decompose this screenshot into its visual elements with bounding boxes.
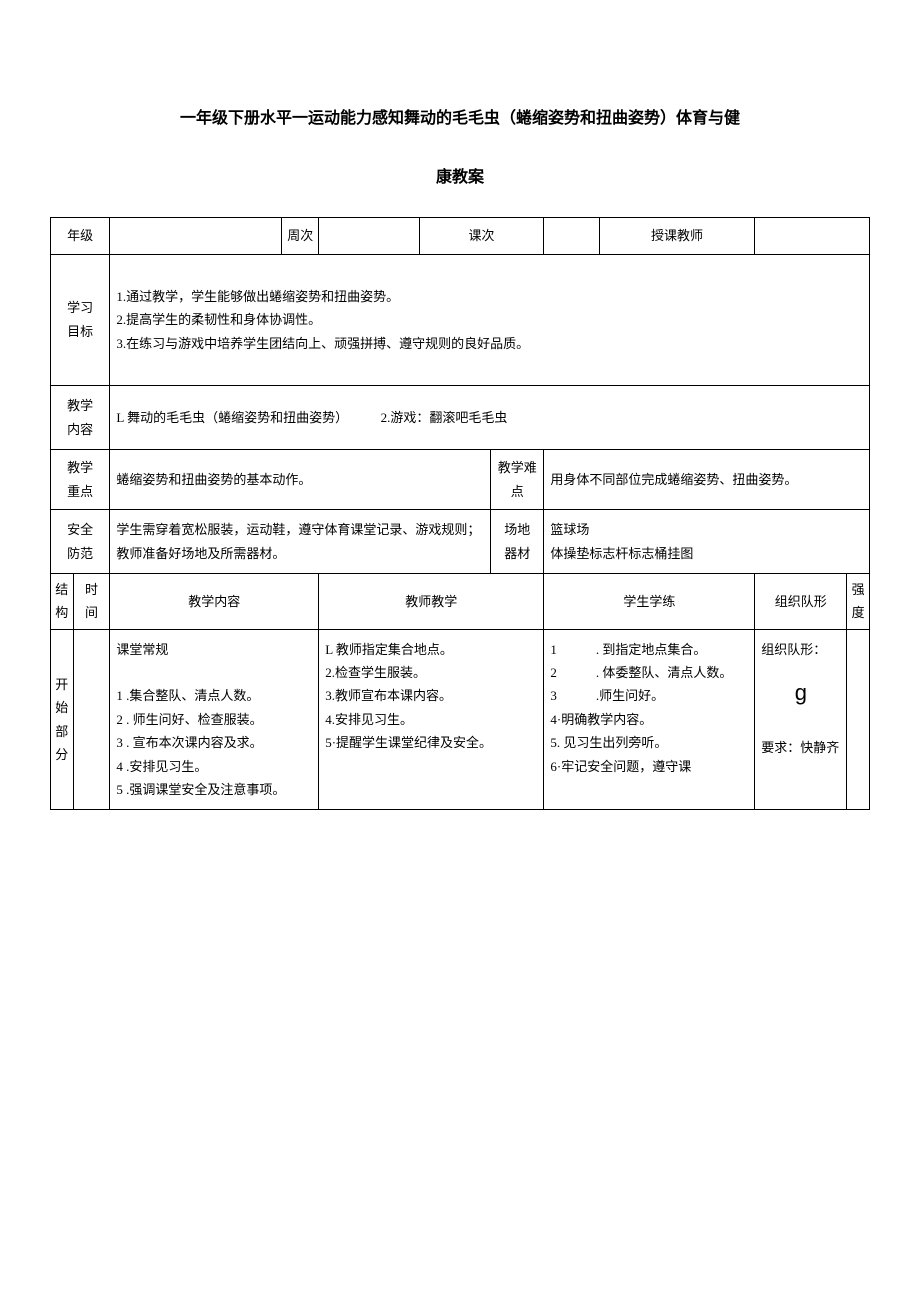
- teacher-label: 授课教师: [599, 218, 755, 254]
- safety-row: 安全 防范 学生需穿着宽松服装，运动鞋，遵守体育课堂记录、游戏规则；教师准备好场…: [51, 510, 870, 574]
- session-label: 课次: [419, 218, 544, 254]
- start-label: 开始部分: [51, 629, 74, 810]
- week-value: [319, 218, 419, 254]
- venue-label: 场地 器材: [491, 510, 544, 574]
- student-header: 学生学练: [544, 573, 755, 629]
- safety-text: 学生需穿着宽松服装，运动鞋，遵守体育课堂记录、游戏规则；教师准备好场地及所需器材…: [110, 510, 491, 574]
- objectives-row: 学习 目标 1.通过教学，学生能够做出蜷缩姿势和扭曲姿势。 2.提高学生的柔韧性…: [51, 254, 870, 385]
- grade-label: 年级: [51, 218, 110, 254]
- venue-text: 篮球场 体操垫标志杆标志桶挂图: [544, 510, 870, 574]
- teacher-value: [755, 218, 870, 254]
- keypoint-label: 教学 重点: [51, 450, 110, 510]
- start-section-row: 开始部分 课堂常规 1 .集合整队、清点人数。 2 . 师生问好、检查服装。 3…: [51, 629, 870, 810]
- difficulty-label: 教学难 点: [491, 450, 544, 510]
- sub-header-row: 结 构 时 间 教学内容 教师教学 学生学练 组织队形 强 度: [51, 573, 870, 629]
- start-intensity: [847, 629, 870, 810]
- week-label: 周次: [282, 218, 319, 254]
- objectives-content: 1.通过教学，学生能够做出蜷缩姿势和扭曲姿势。 2.提高学生的柔韧性和身体协调性…: [110, 254, 870, 385]
- formation-glyph: g: [761, 673, 840, 713]
- title-line2: 康教案: [436, 169, 484, 186]
- content-label: 教学 内容: [51, 385, 110, 449]
- safety-label: 安全 防范: [51, 510, 110, 574]
- org-header: 组织队形: [755, 573, 847, 629]
- doc-title: 一年级下册水平一运动能力感知舞动的毛毛虫（蜷缩姿势和扭曲姿势）体育与健: [50, 100, 870, 138]
- start-content: 课堂常规 1 .集合整队、清点人数。 2 . 师生问好、检查服装。 3 . 宣布…: [110, 629, 319, 810]
- keypoint-text: 蜷缩姿势和扭曲姿势的基本动作。: [110, 450, 491, 510]
- start-time: [73, 629, 110, 810]
- objectives-label: 学习 目标: [51, 254, 110, 385]
- start-teacher: L 教师指定集合地点。 2.检查学生服装。 3.教师宣布本课内容。 4.安排见习…: [319, 629, 544, 810]
- keypoint-row: 教学 重点 蜷缩姿势和扭曲姿势的基本动作。 教学难 点 用身体不同部位完成蜷缩姿…: [51, 450, 870, 510]
- lesson-plan-table: 年级 周次 课次 授课教师 学习 目标 1.通过教学，学生能够做出蜷缩姿势和扭曲…: [50, 217, 870, 810]
- intensity-header: 强 度: [847, 573, 870, 629]
- difficulty-text: 用身体不同部位完成蜷缩姿势、扭曲姿势。: [544, 450, 870, 510]
- time-header: 时 间: [73, 573, 110, 629]
- teacher-header: 教师教学: [319, 573, 544, 629]
- content-header: 教学内容: [110, 573, 319, 629]
- content-row: 教学 内容 L 舞动的毛毛虫（蜷缩姿势和扭曲姿势） 2.游戏：翻滚吧毛毛虫: [51, 385, 870, 449]
- start-org: 组织队形： g 要求：快静齐: [755, 629, 847, 810]
- start-student: 1 . 到指定地点集合。 2 . 体委整队、清点人数。 3 .师生问好。 4·明…: [544, 629, 755, 810]
- meta-row: 年级 周次 课次 授课教师: [51, 218, 870, 254]
- structure-header: 结 构: [51, 573, 74, 629]
- grade-value: [110, 218, 282, 254]
- doc-subtitle: 康教案: [50, 163, 870, 187]
- content-text: L 舞动的毛毛虫（蜷缩姿势和扭曲姿势） 2.游戏：翻滚吧毛毛虫: [110, 385, 870, 449]
- title-line1: 一年级下册水平一运动能力感知舞动的毛毛虫（蜷缩姿势和扭曲姿势）体育与健: [180, 110, 740, 127]
- session-value: [544, 218, 599, 254]
